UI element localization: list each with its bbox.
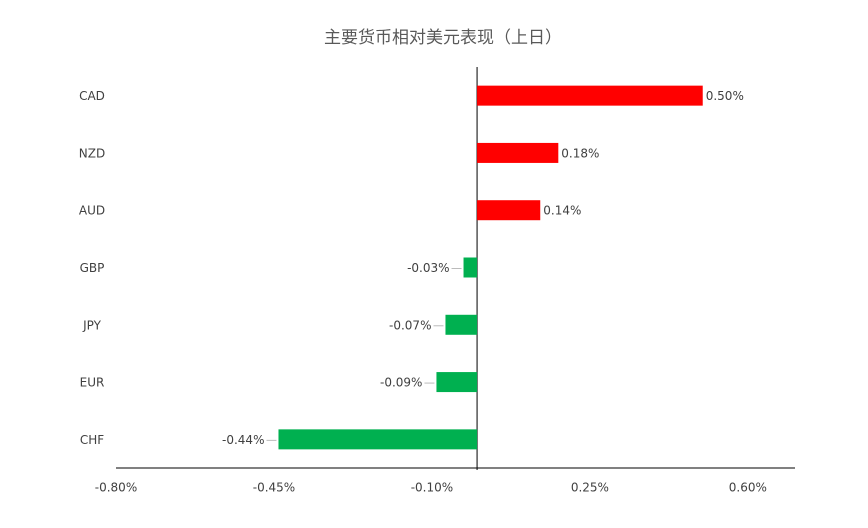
value-label: 0.50% <box>706 89 744 103</box>
value-label: -0.44% <box>222 433 264 447</box>
bar <box>278 429 478 450</box>
x-tick-label: -0.45% <box>253 481 295 495</box>
y-tick-label: EUR <box>80 376 105 390</box>
bar <box>463 257 478 278</box>
value-label: -0.03% <box>407 261 449 275</box>
y-tick-label: NZD <box>79 146 105 160</box>
value-label: 0.14% <box>543 204 581 218</box>
bar <box>477 200 541 221</box>
x-tick-label: -0.80% <box>95 481 137 495</box>
x-tick-label: 0.60% <box>729 481 767 495</box>
y-tick-label: AUD <box>79 204 105 218</box>
y-tick-label: CAD <box>79 89 105 103</box>
bar <box>477 85 703 106</box>
bar <box>445 314 478 335</box>
y-tick-label: JPY <box>82 318 102 332</box>
x-tick-label: -0.10% <box>411 481 453 495</box>
value-label: -0.09% <box>380 376 422 390</box>
value-label: -0.07% <box>389 318 431 332</box>
x-tick-label: 0.25% <box>571 481 609 495</box>
value-label: 0.18% <box>561 146 599 160</box>
y-tick-label: GBP <box>80 261 105 275</box>
chart-title: 主要货币相对美元表现（上日） <box>324 28 562 48</box>
bar <box>477 142 559 163</box>
bar <box>436 372 478 393</box>
y-tick-label: CHF <box>80 433 104 447</box>
